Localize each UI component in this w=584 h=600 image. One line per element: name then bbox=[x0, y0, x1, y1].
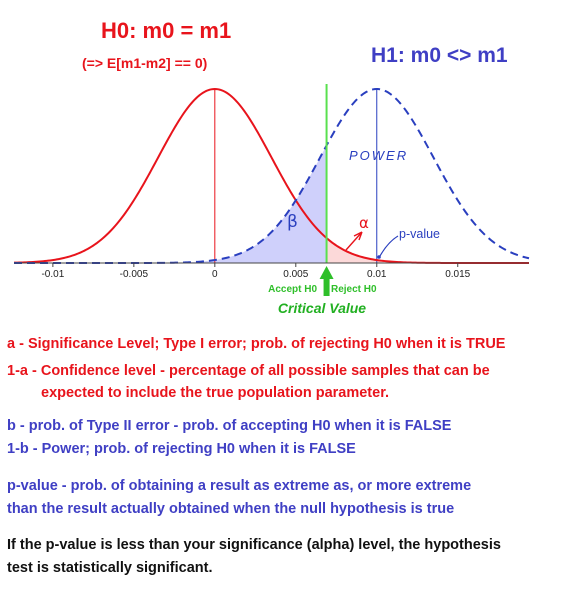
hypothesis-test-diagram: -0.01 -0.005 0 0.005 0.01 0.015 POWER β α p-v… bbox=[13, 84, 530, 316]
power-label: POWER bbox=[349, 148, 408, 163]
h0-title: H0: m0 = m1 bbox=[101, 18, 232, 43]
confidence-level-definition: 1-a - Confidence level - percentage of a… bbox=[7, 363, 490, 379]
alpha-pointer-arrow bbox=[345, 231, 363, 251]
x-axis-ticks: -0.01 -0.005 0 0.005 0.01 0.015 bbox=[41, 263, 471, 280]
x-tick-label: -0.005 bbox=[120, 269, 149, 280]
critical-value-arrow bbox=[319, 266, 334, 296]
x-tick-label: -0.01 bbox=[41, 269, 64, 280]
conclusion-text: If the p-value is less than your signifi… bbox=[7, 537, 501, 553]
type-two-error-definition: b - prob. of Type II error - prob. of ac… bbox=[7, 418, 452, 434]
p-value-pointer bbox=[379, 235, 399, 257]
x-tick-label: 0.005 bbox=[283, 269, 308, 280]
h0-subtitle: (=> E[m1-m2] == 0) bbox=[82, 55, 208, 71]
alpha-label: α bbox=[359, 214, 369, 232]
beta-region bbox=[14, 145, 327, 263]
reject-h0-label: Reject H0 bbox=[331, 284, 377, 295]
significance-level-definition: a - Significance Level; Type I error; pr… bbox=[7, 336, 506, 352]
beta-label: β bbox=[287, 212, 298, 232]
p-value-label: p-value bbox=[399, 227, 440, 241]
p-value-definition: p-value - prob. of obtaining a result as… bbox=[7, 478, 472, 494]
p-value-definition-continued: than the result actually obtained when t… bbox=[7, 501, 455, 517]
x-tick-label: 0.01 bbox=[367, 269, 387, 280]
p-value-marker bbox=[377, 255, 381, 259]
conclusion-text-continued: test is statistically significant. bbox=[7, 560, 213, 576]
critical-value-label: Critical Value bbox=[278, 300, 366, 316]
x-tick-label: 0 bbox=[212, 269, 218, 280]
power-definition: 1-b - Power; prob. of rejecting H0 when … bbox=[7, 441, 356, 457]
x-tick-label: 0.015 bbox=[445, 269, 470, 280]
accept-h0-label: Accept H0 bbox=[268, 284, 317, 295]
h1-title: H1: m0 <> m1 bbox=[371, 44, 508, 67]
confidence-level-definition-continued: expected to include the true population … bbox=[41, 385, 390, 401]
alpha-region bbox=[326, 238, 529, 263]
